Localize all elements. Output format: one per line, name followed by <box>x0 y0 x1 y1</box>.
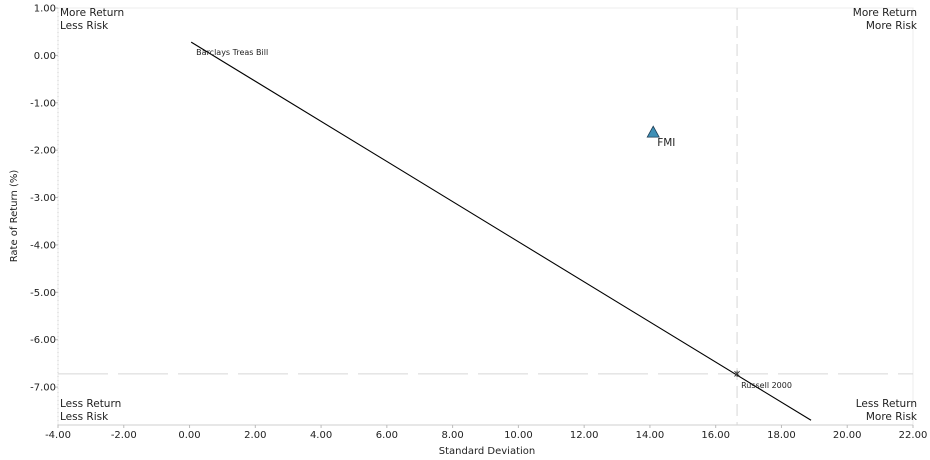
y-tick-label: -6.00 <box>30 335 56 346</box>
y-axis-title: Rate of Return (%) <box>9 170 20 263</box>
x-tick-label: 12.00 <box>570 430 599 441</box>
x-tick-label: 0.00 <box>178 430 200 441</box>
x-axis-title: Standard Deviation <box>439 446 536 457</box>
y-tick-label: -2.00 <box>30 146 56 157</box>
y-tick-label: -7.00 <box>30 383 56 394</box>
x-tick-label: 18.00 <box>767 430 796 441</box>
quadrant-bottom-left: Less Return Less Risk <box>60 398 121 423</box>
x-tick-label: 4.00 <box>310 430 332 441</box>
x-tick-label: 16.00 <box>701 430 730 441</box>
x-tick-label: 20.00 <box>833 430 862 441</box>
quadrant-labels: More Return Less Risk More Return More Risk… <box>60 7 918 423</box>
y-tick-label: 0.00 <box>34 51 56 62</box>
cml-line <box>190 41 812 421</box>
barclays-treas-bill-label: Barclays Treas Bill <box>196 48 268 57</box>
y-tick-label: -5.00 <box>30 288 56 299</box>
capital-market-line <box>190 41 812 421</box>
y-tick-label: -4.00 <box>30 240 56 251</box>
quadrant-top-right: More Return More Risk <box>853 7 918 32</box>
russell-2000-marker <box>734 370 740 378</box>
x-tick-label: -2.00 <box>111 430 137 441</box>
fmi-label: FMI <box>657 137 675 149</box>
x-tick-label: 8.00 <box>441 430 463 441</box>
quadrant-top-left: More Return Less Risk <box>60 7 124 32</box>
y-tick-label: 1.00 <box>34 4 56 15</box>
x-tick-label: 6.00 <box>376 430 398 441</box>
x-tick-label: 10.00 <box>504 430 533 441</box>
x-tick-label: 14.00 <box>636 430 665 441</box>
plot-frame <box>57 7 914 426</box>
reference-lines <box>58 8 913 425</box>
quadrant-bottom-right: Less Return More Risk <box>856 398 918 423</box>
data-points: Barclays Treas Bill FMI Russell 2000 <box>196 48 792 390</box>
chart-axes: -4.00 -2.00 0.00 2.00 4.00 6.00 8.00 10.00 12.00… <box>30 4 927 442</box>
y-tick-label: -1.00 <box>30 98 56 109</box>
russell-2000-label: Russell 2000 <box>741 381 792 390</box>
x-tick-label: 22.00 <box>899 430 928 441</box>
fmi-triangle-marker <box>646 125 660 138</box>
x-tick-label: 2.00 <box>244 430 266 441</box>
x-tick-label: -4.00 <box>45 430 71 441</box>
y-tick-label: -3.00 <box>30 193 56 204</box>
